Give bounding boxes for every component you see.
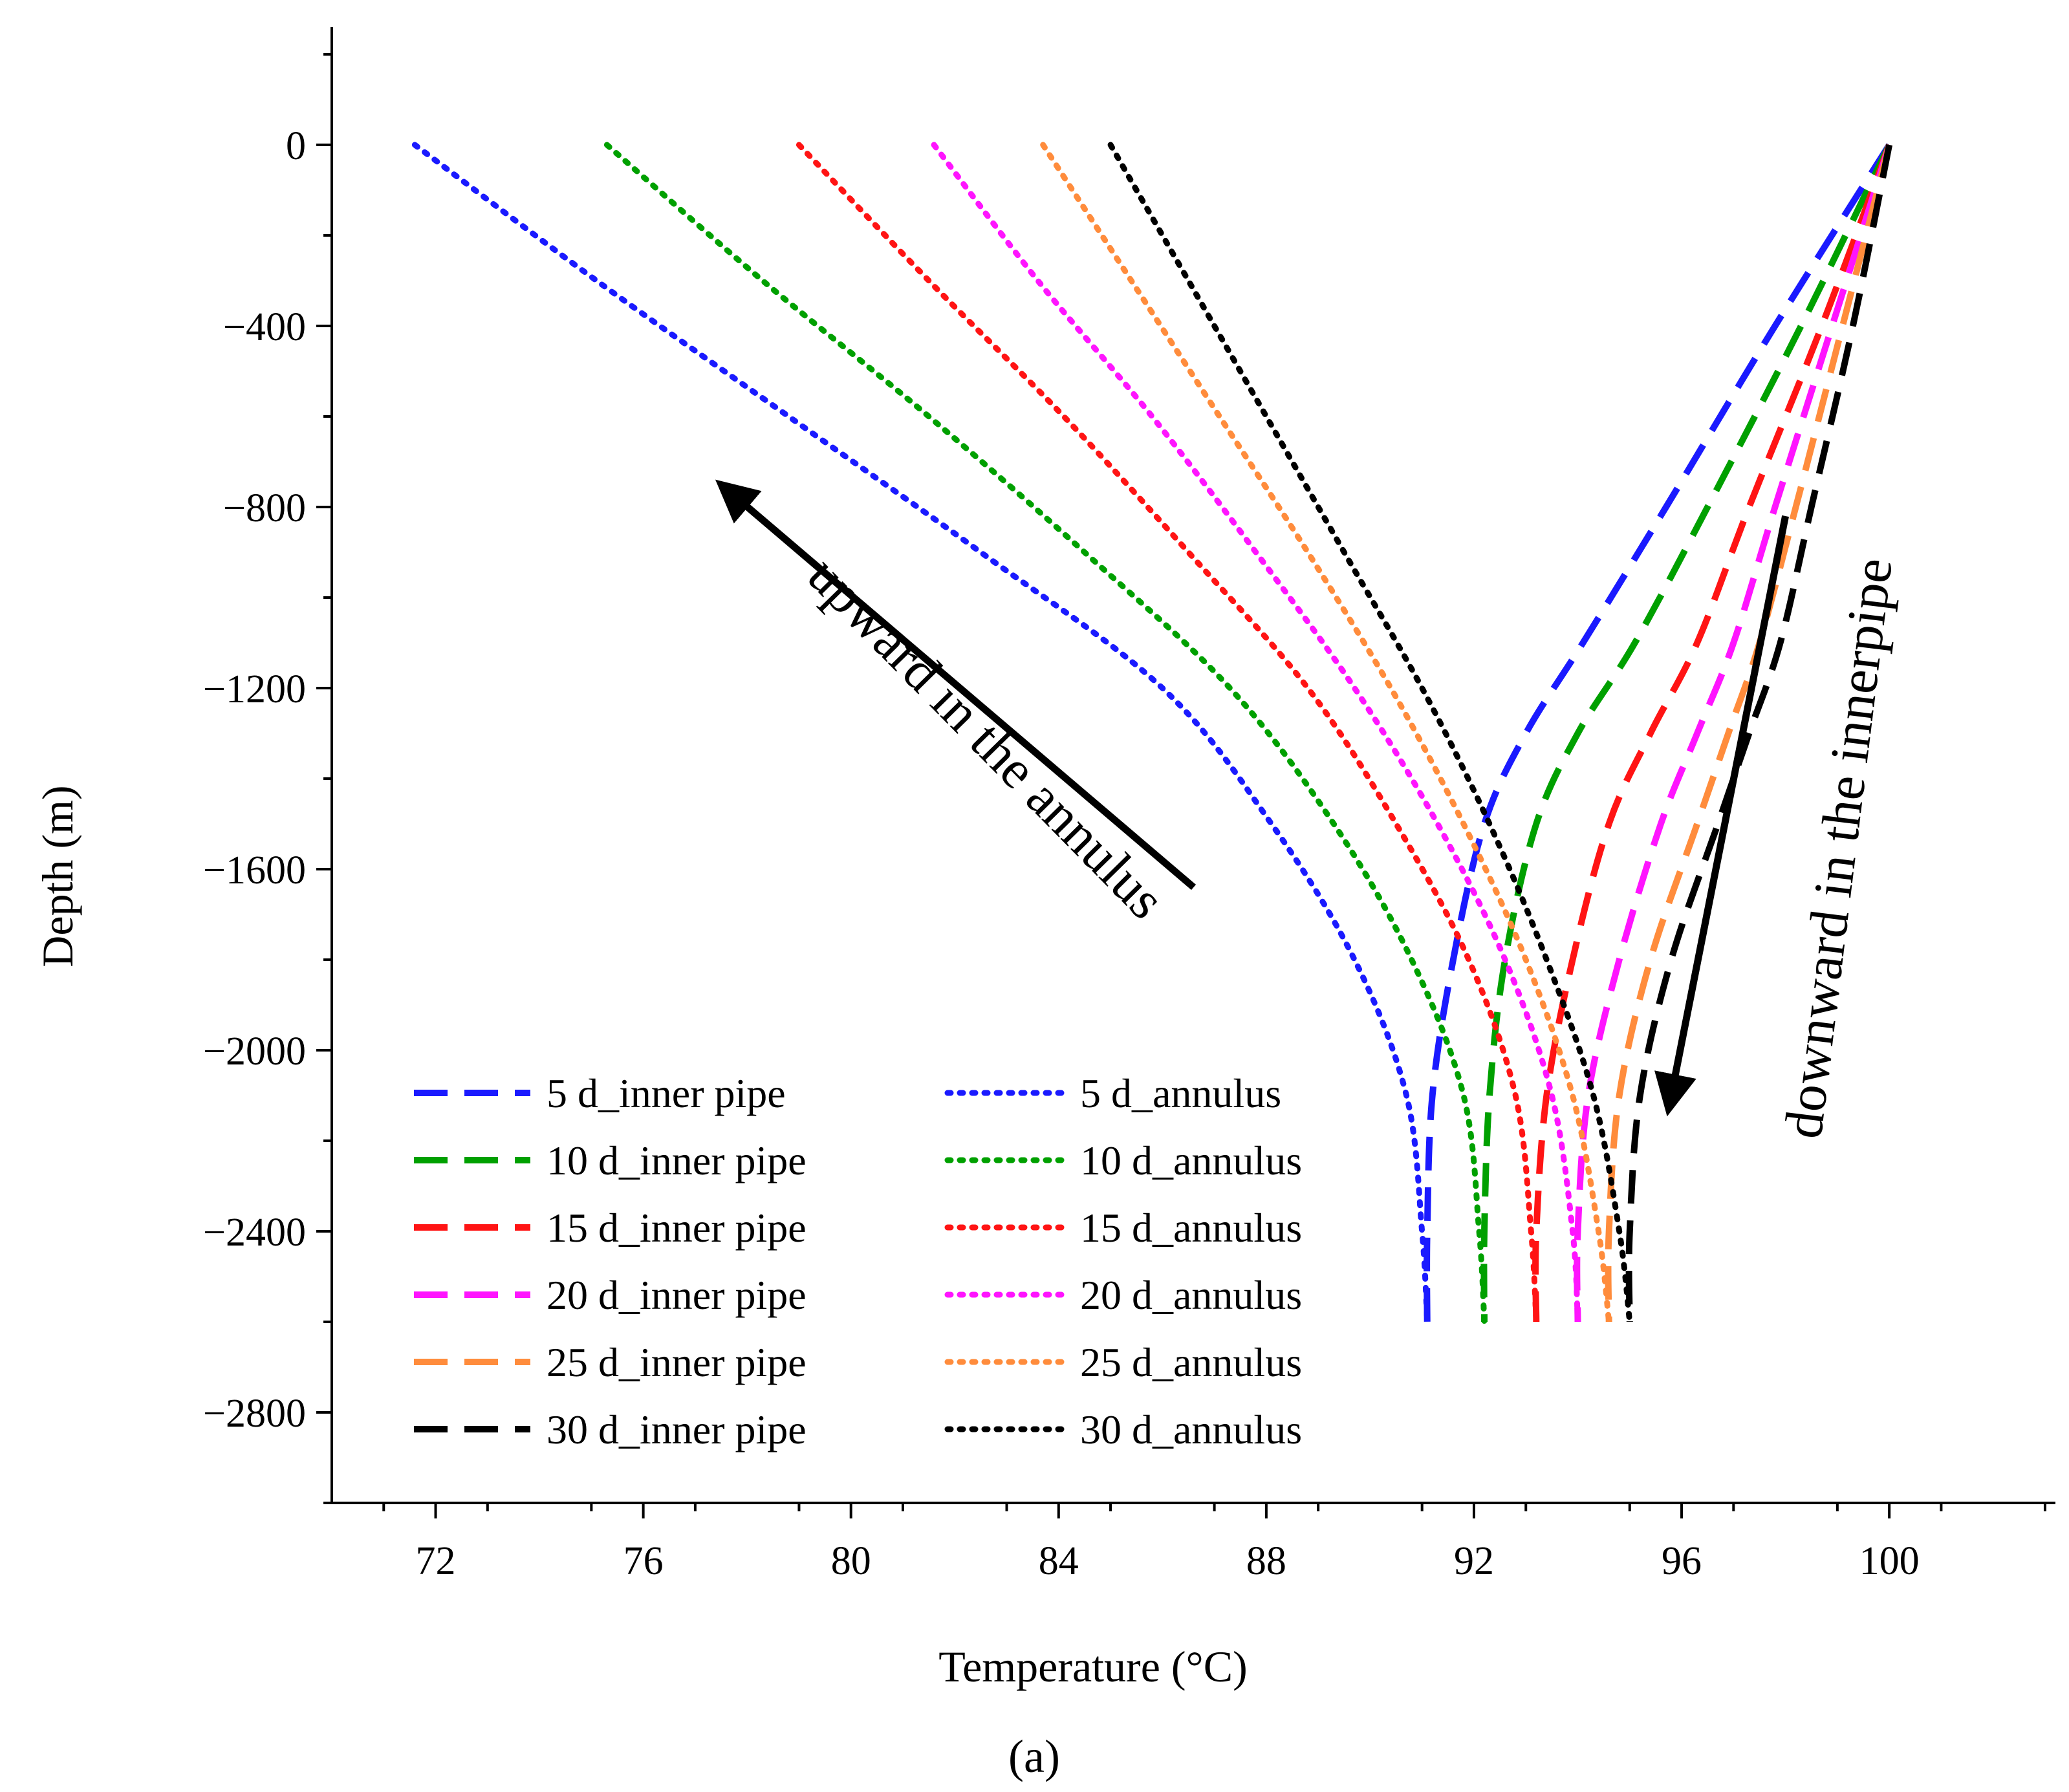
y-axis-title: Depth (m) [33,785,82,967]
x-tick-label: 76 [623,1539,664,1583]
series-10-d-annulus [603,142,1488,1325]
axes [330,27,2055,1504]
figure-caption: (a) [1008,1731,1060,1782]
y-tick-label: −800 [223,486,306,530]
legend: 5 d_inner pipe 5 d_annulus 10 d_inner pipe… [414,1070,1302,1452]
x-tick-label: 96 [1662,1539,1702,1583]
legend-label-30-d-inner-pipe: 30 d_inner pipe [547,1407,807,1452]
legend-label-5-d-inner-pipe: 5 d_inner pipe [547,1070,786,1116]
legend-label-25-d-inner-pipe: 25 d_inner pipe [547,1339,807,1385]
tick-marks [316,53,2046,1518]
series-5-d-inner-pipe [1424,143,1892,1322]
y-tick-label: −2000 [203,1030,306,1074]
legend-label-20-d-annulus: 20 d_annulus [1080,1272,1302,1318]
x-axis-title: Temperature (°C) [938,1642,1247,1691]
series-30-d-annulus [1107,142,1633,1325]
x-tick-label: 100 [1859,1539,1920,1583]
x-tick-label: 92 [1454,1539,1494,1583]
legend-label-10-d-annulus: 10 d_annulus [1080,1138,1302,1183]
legend-label-25-d-annulus: 25 d_annulus [1080,1339,1302,1385]
legend-label-15-d-annulus: 15 d_annulus [1080,1205,1302,1251]
y-tick-label: −1200 [203,667,306,711]
x-tick-labels: 72 76 80 84 88 92 96 100 [416,1539,1920,1583]
upward-annotation: upward in the annulus [796,545,1176,931]
series-15-d-annulus [796,142,1539,1325]
series-25-d-inner-pipe [1605,144,1892,1322]
downward-annotation: downward in the innerpipe [1773,555,1904,1141]
legend-label-30-d-annulus: 30 d_annulus [1080,1407,1302,1452]
series-5-d-annulus [411,142,1431,1325]
series-20-d-annulus [931,142,1581,1325]
y-tick-label: −2400 [203,1211,306,1255]
series-layer [411,142,1893,1325]
downward-arrow [1654,515,1789,1117]
y-tick-label: −400 [223,305,306,349]
legend-label-5-d-annulus: 5 d_annulus [1080,1070,1281,1116]
annotations: upward in the annulus downward in the in… [715,479,1904,1141]
x-tick-label: 84 [1039,1539,1079,1583]
upward-arrow [715,479,1197,891]
series-20-d-inner-pipe [1574,144,1892,1322]
legend-label-10-d-inner-pipe: 10 d_inner pipe [547,1138,807,1183]
x-tick-label: 88 [1246,1539,1286,1583]
series-10-d-inner-pipe [1480,143,1892,1322]
y-tick-label: −1600 [203,848,306,892]
legend-label-20-d-inner-pipe: 20 d_inner pipe [547,1272,807,1318]
legend-label-15-d-inner-pipe: 15 d_inner pipe [547,1205,807,1251]
y-tick-label: 0 [286,124,306,168]
series-25-d-annulus [1040,142,1612,1325]
series-15-d-inner-pipe [1532,144,1892,1322]
x-tick-label: 72 [416,1539,456,1583]
y-tick-label: −2800 [203,1392,306,1436]
x-tick-label: 80 [831,1539,871,1583]
y-tick-labels: 0 −400 −800 −1200 −1600 −2000 −2400 −2800 [203,124,306,1436]
